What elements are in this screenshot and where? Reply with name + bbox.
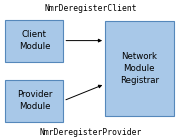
Text: NmrDeregisterProvider: NmrDeregisterProvider (39, 128, 142, 137)
FancyBboxPatch shape (5, 20, 63, 62)
Text: Client
Module: Client Module (19, 30, 50, 51)
FancyBboxPatch shape (5, 80, 63, 122)
Text: NmrDeregisterClient: NmrDeregisterClient (44, 4, 137, 13)
FancyBboxPatch shape (105, 21, 174, 116)
Text: Network
Module
Registrar: Network Module Registrar (120, 52, 159, 85)
Text: Provider
Module: Provider Module (17, 90, 52, 111)
